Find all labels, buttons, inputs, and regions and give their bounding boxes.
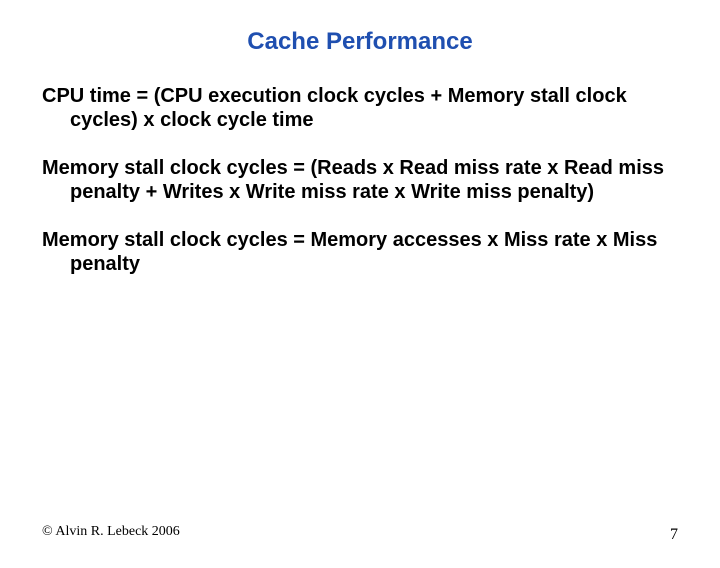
footer-page-number: 7 [670, 526, 678, 544]
slide-body: CPU time = (CPU execution clock cycles +… [0, 84, 720, 276]
footer-copyright: © Alvin R. Lebeck 2006 [42, 524, 180, 540]
paragraph-2: Memory stall clock cycles = (Reads x Rea… [42, 156, 678, 204]
paragraph-1: CPU time = (CPU execution clock cycles +… [42, 84, 678, 132]
slide-title: Cache Performance [0, 28, 720, 56]
paragraph-3: Memory stall clock cycles = Memory acces… [42, 228, 678, 276]
slide: Cache Performance CPU time = (CPU execut… [0, 28, 720, 568]
